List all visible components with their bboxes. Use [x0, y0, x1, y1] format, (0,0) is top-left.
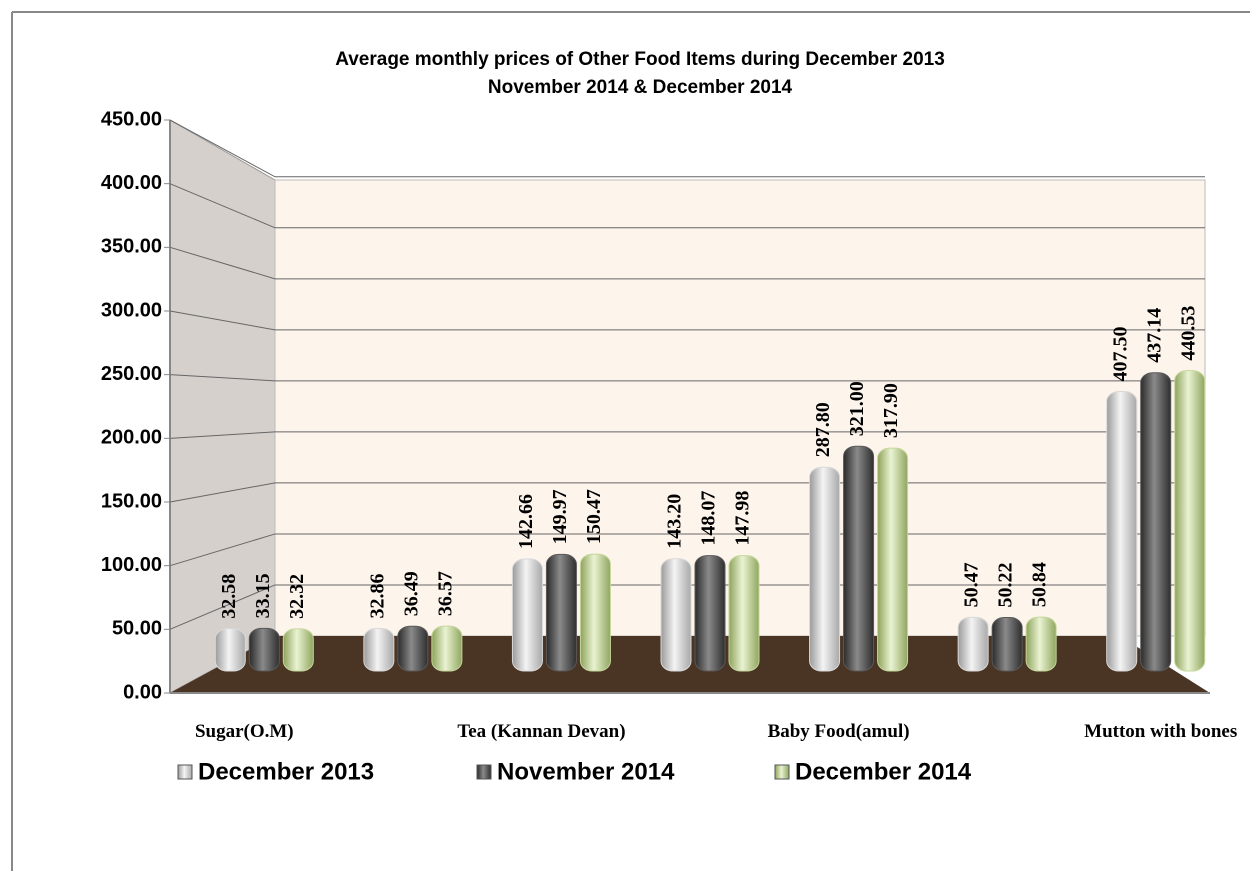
data-label: 148.07 — [698, 491, 720, 546]
bar — [431, 625, 463, 672]
data-label: 407.50 — [1109, 326, 1131, 381]
data-label: 142.66 — [515, 494, 537, 549]
bar — [1025, 616, 1057, 672]
chart-subtitle: November 2014 & December 2014 — [488, 77, 793, 98]
data-label: 32.58 — [218, 574, 240, 619]
data-label: 287.80 — [812, 402, 834, 457]
bar — [809, 466, 841, 672]
grid-line — [169, 246, 1205, 280]
bar — [843, 445, 875, 672]
data-label: 317.90 — [880, 383, 902, 438]
y-tick-label: 400.00 — [101, 172, 162, 194]
legend-label: November 2014 — [497, 758, 675, 785]
grid-line — [169, 374, 1205, 382]
x-tick-label: Mutton with bones — [1084, 721, 1238, 742]
grid-line — [169, 183, 1205, 229]
y-tick-label: 200.00 — [101, 427, 162, 449]
data-label: 32.32 — [286, 574, 308, 619]
bar — [660, 558, 692, 672]
data-label: 32.86 — [366, 574, 388, 619]
bar — [214, 628, 246, 672]
y-tick-label: 100.00 — [101, 554, 162, 576]
grid-line — [169, 119, 1205, 178]
data-label: 36.57 — [434, 571, 456, 616]
bar — [694, 555, 726, 672]
bar — [1140, 372, 1172, 672]
y-tick-label: 0.00 — [123, 681, 162, 703]
y-tick-label: 250.00 — [101, 363, 162, 385]
x-tick-label: Baby Food(amul) — [767, 721, 910, 742]
y-tick-label: 450.00 — [101, 108, 162, 130]
bar — [545, 553, 577, 672]
legend-label: December 2014 — [795, 758, 972, 785]
grid-line — [169, 431, 1205, 439]
data-label: 143.20 — [664, 494, 686, 549]
data-label: 150.47 — [583, 489, 605, 544]
data-label: 437.14 — [1143, 308, 1165, 363]
bar — [282, 628, 314, 672]
legend-swatch — [476, 764, 492, 780]
bar — [1106, 390, 1138, 672]
legend-label: December 2013 — [198, 758, 374, 785]
x-tick-label: Tea (Kannan Devan) — [457, 721, 626, 742]
data-label: 321.00 — [846, 381, 868, 436]
legend-swatch — [774, 764, 790, 780]
data-label: 33.15 — [252, 573, 274, 618]
bar — [579, 553, 611, 672]
data-label: 36.49 — [400, 571, 422, 616]
bar — [248, 627, 280, 672]
bar — [877, 447, 909, 672]
grid-line — [169, 310, 1205, 331]
bar — [957, 616, 989, 672]
y-tick-label: 50.00 — [112, 618, 162, 640]
x-tick-label: Sugar(O.M) — [194, 721, 294, 742]
legend-swatch — [177, 764, 193, 780]
bar — [397, 625, 429, 672]
data-label: 147.98 — [732, 491, 754, 546]
y-tick-label: 300.00 — [101, 299, 162, 321]
data-label: 440.53 — [1177, 306, 1199, 361]
y-tick-label: 150.00 — [101, 490, 162, 512]
y-tick-label: 350.00 — [101, 236, 162, 258]
bar — [363, 628, 395, 672]
bar — [1174, 370, 1206, 672]
bar — [991, 617, 1023, 672]
bar — [511, 558, 543, 672]
data-label: 50.84 — [1029, 562, 1051, 607]
data-label: 50.47 — [961, 562, 983, 607]
data-label: 50.22 — [995, 563, 1017, 608]
data-label: 149.97 — [549, 489, 571, 544]
chart-title: Average monthly prices of Other Food Ite… — [335, 49, 945, 70]
bar — [728, 555, 760, 672]
